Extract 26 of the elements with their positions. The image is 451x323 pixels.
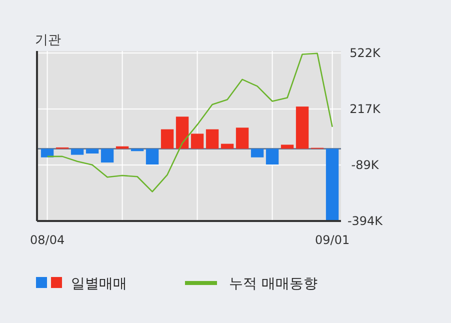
y-tick-label: -394K: [347, 214, 384, 228]
y-tick-label: -89K: [351, 158, 380, 172]
bar: [100, 148, 114, 162]
bar: [236, 128, 249, 149]
bar: [40, 148, 54, 158]
bar: [190, 134, 204, 149]
bar: [280, 144, 294, 149]
bar: [206, 129, 219, 149]
bar: [326, 148, 339, 220]
bar: [250, 148, 264, 158]
y-tick-label: 522K: [350, 46, 382, 60]
bar: [130, 148, 144, 152]
legend-label: 일별매매: [71, 276, 127, 292]
legend-label: 누적 매매동향: [229, 276, 318, 292]
bar: [176, 116, 189, 149]
line-series: [46, 52, 333, 192]
x-tick-label: 09/01: [315, 233, 350, 247]
y-tick-label: 217K: [350, 102, 382, 116]
bar: [146, 148, 159, 165]
bar: [296, 106, 309, 149]
bar: [266, 148, 279, 165]
bar: [160, 129, 174, 149]
bar: [70, 148, 84, 155]
bar: [86, 148, 99, 154]
x-tick-label: 08/04: [30, 233, 65, 247]
chart-title: 기관: [35, 33, 61, 48]
